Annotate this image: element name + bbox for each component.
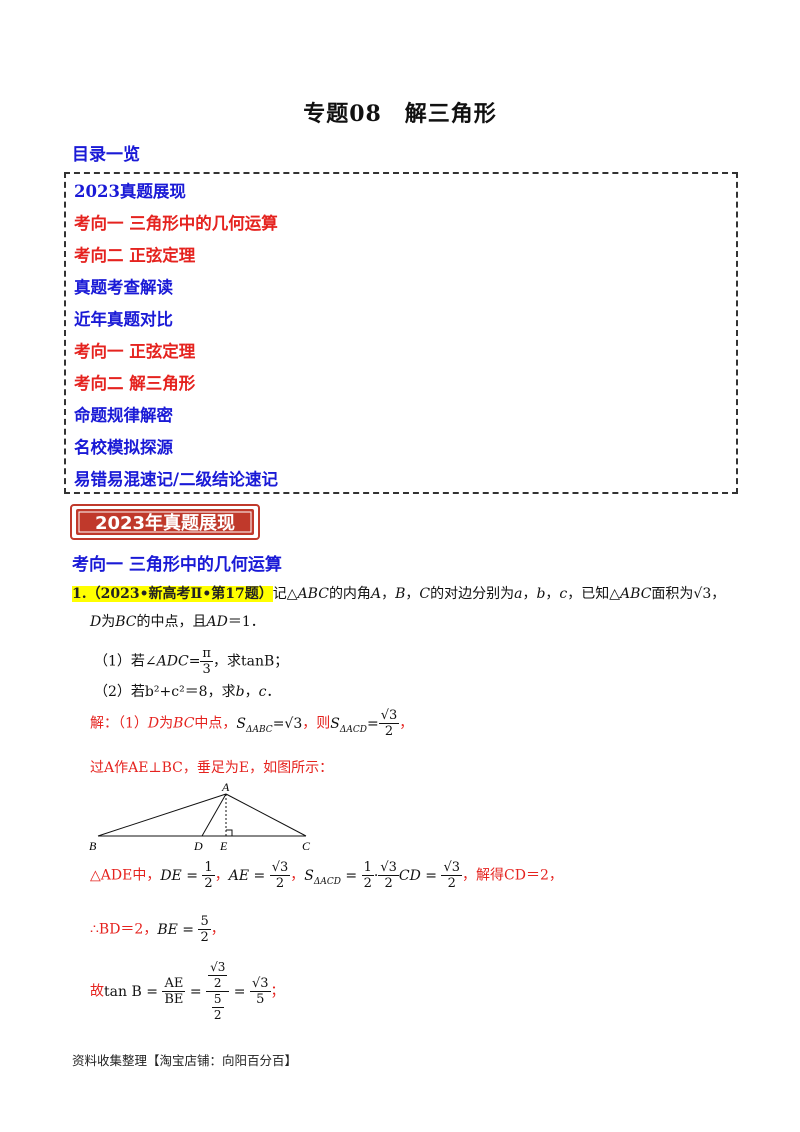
solution-line-3: △ADE中，DE = 1 2 ，AE = √3 2 ，SΔACD = 1 2 · √3 2 CD … [90, 860, 563, 891]
solution-line-1: 解：（1）D为BC中点，SΔABC=√3，则SΔACD= √3 2， [90, 708, 414, 739]
toc-item[interactable]: 易错易混速记/二级结论速记 [74, 470, 279, 489]
label-b: B [89, 839, 97, 853]
label-a: A [221, 780, 230, 794]
sqrt-3: √3 [693, 586, 712, 602]
problem-number: 1. [72, 586, 87, 602]
section-banner: 2023年真题展现 [70, 504, 260, 540]
solution-line-4: ∴BD＝2，BE = 5 2， [90, 914, 225, 945]
segment-ad [201, 793, 227, 837]
label-c: C [302, 839, 311, 853]
triangle-figure: A B C D E [89, 780, 311, 853]
toc-box: 2023真题展现 考向一 三角形中的几何运算 考向二 正弦定理 真题考查解读 近… [64, 172, 738, 494]
toc-item[interactable]: 考向一 三角形中的几何运算 [74, 214, 278, 233]
toc-item[interactable]: 考向一 正弦定理 [74, 342, 196, 361]
toc-item[interactable]: 真题考查解读 [74, 278, 173, 297]
banner-frame: 2023年真题展现 [70, 504, 260, 540]
solution-line-5: 故tan B = AE BE = √3 2 5 2 = √3 5； [90, 960, 285, 1022]
question-2: （2）若b²+c²＝8，求b，c． [94, 684, 281, 700]
side-ac [225, 793, 307, 837]
page-footer: 资料收集整理【淘宝店铺：向阳百分百】 [72, 1053, 298, 1068]
section-heading: 考向一 三角形中的几何运算 [72, 555, 282, 575]
side-ab [97, 793, 227, 837]
toc-item[interactable]: 近年真题对比 [74, 310, 173, 329]
toc-item[interactable]: 考向二 正弦定理 [74, 246, 196, 265]
label-e: E [219, 839, 228, 853]
toc-item[interactable]: 名校模拟探源 [74, 438, 173, 457]
solution-line-2: 过A作AE⊥BC，垂足为E，如图所示： [90, 760, 334, 776]
toc-item[interactable]: 考向二 解三角形 [74, 374, 196, 393]
problem-source: （2023•新高考Ⅱ•第17题） [86, 586, 273, 602]
toc-item[interactable]: 2023真题展现 [74, 182, 186, 201]
problem-line-1: 1.（2023•新高考Ⅱ•第17题）记△ABC的内角A，B，C的对边分别为a，b… [72, 586, 726, 602]
question-1: （1）若∠ADC= π 3 ，求tanB； [94, 646, 289, 677]
problem-line-2: D为BC的中点，且AD＝1． [90, 614, 265, 630]
banner-text: 2023年真题展现 [95, 512, 235, 534]
label-d: D [193, 839, 203, 853]
right-angle-mark [226, 829, 233, 836]
toc-item[interactable]: 命题规律解密 [74, 406, 173, 425]
page-title: 专题08 解三角形 [303, 101, 497, 127]
toc-heading: 目录一览 [72, 145, 140, 165]
